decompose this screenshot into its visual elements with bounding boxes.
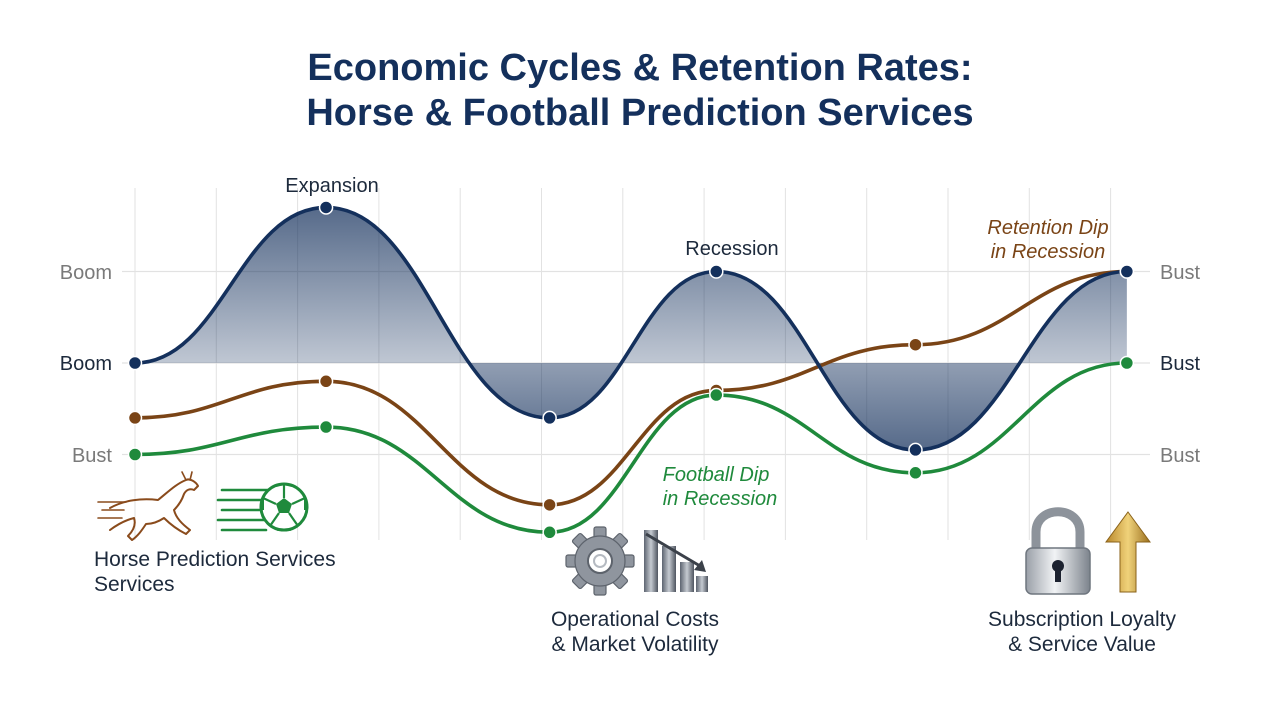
football-point-5	[1119, 355, 1135, 371]
caption-horse-2: Services	[94, 573, 175, 596]
gear-icon	[565, 526, 635, 596]
annotation-recession: Recession	[685, 238, 778, 260]
annotation-football-dip-1: Football Dip	[663, 464, 770, 486]
series-points	[127, 200, 1135, 540]
horse-icon	[97, 471, 199, 541]
economy-point-3	[709, 264, 724, 279]
football-point-1	[318, 419, 334, 435]
y-label-left-1: Boom	[60, 262, 112, 284]
economy-line	[133, 205, 1129, 452]
padlock-icon	[1025, 507, 1091, 595]
caption-costs-1: Operational Costs	[551, 608, 719, 631]
economy-point-1	[318, 200, 334, 215]
soccer-ball-icon	[216, 482, 309, 532]
economy-fill-above	[135, 207, 1127, 363]
caption-costs-2: & Market Volatility	[552, 633, 719, 656]
economy-fill-below	[135, 363, 1127, 450]
annotation-retention-dip-1: Retention Dip	[987, 217, 1108, 239]
economy-point-2	[542, 410, 557, 426]
annotation-football-dip-2: in Recession	[663, 488, 778, 510]
caption-horse-1: Horse Prediction Services	[94, 548, 336, 571]
y-label-right-3: Bust	[1160, 445, 1200, 467]
economy-point-4	[908, 442, 923, 458]
chart-subtitle: Horse & Football Prediction Services	[306, 92, 974, 134]
declining-bars-icon	[644, 530, 708, 592]
economy-point-5	[1119, 264, 1135, 279]
y-label-right-1: Bust	[1160, 262, 1200, 284]
football-point-2	[542, 525, 557, 540]
annotation-expansion: Expansion	[285, 175, 378, 197]
up-arrow-icon	[1105, 511, 1151, 593]
caption-loyalty-1: Subscription Loyalty	[988, 608, 1176, 631]
caption-loyalty-2: & Service Value	[1008, 633, 1156, 656]
football-point-0	[127, 447, 143, 462]
football-point-4	[908, 465, 923, 481]
chart-title: Economic Cycles & Retention Rates:	[307, 47, 973, 89]
horse-point-4	[908, 337, 923, 352]
horse-point-0	[127, 410, 143, 426]
y-label-left-2: Boom	[60, 353, 112, 375]
horse-point-2	[542, 497, 557, 513]
economy-point-0	[127, 355, 143, 371]
y-label-right-2: Bust	[1160, 353, 1200, 375]
annotation-retention-dip-2: in Recession	[991, 241, 1106, 263]
economy-area-fill	[135, 207, 1127, 450]
y-label-left-3: Bust	[72, 445, 112, 467]
horse-point-1	[318, 374, 334, 389]
football-point-3	[709, 387, 724, 403]
